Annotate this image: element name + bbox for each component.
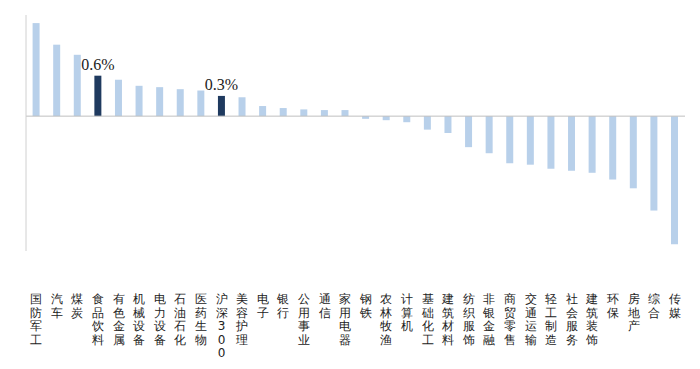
svg-text:石油石化: 石油石化 xyxy=(174,292,186,347)
svg-text:交通运输: 交通运输 xyxy=(525,292,537,347)
svg-text:医药生物: 医药生物 xyxy=(195,292,207,347)
svg-text:0.3%: 0.3% xyxy=(205,76,238,93)
svg-text:钢铁: 钢铁 xyxy=(359,292,372,320)
svg-text:沪深300: 沪深300 xyxy=(216,292,228,360)
svg-text:家用电器: 家用电器 xyxy=(339,292,351,347)
svg-text:0.6%: 0.6% xyxy=(81,56,114,73)
svg-text:公用事业: 公用事业 xyxy=(298,292,310,347)
svg-text:社会服务: 社会服务 xyxy=(566,292,578,347)
svg-text:食品饮料: 食品饮料 xyxy=(91,292,104,347)
svg-text:电力设备: 电力设备 xyxy=(154,292,166,347)
svg-text:银行: 银行 xyxy=(276,292,289,320)
svg-text:国防军工: 国防军工 xyxy=(30,292,42,347)
svg-text:轻工制造: 轻工制造 xyxy=(545,292,557,347)
svg-text:综合: 综合 xyxy=(648,292,660,320)
svg-text:机械设备: 机械设备 xyxy=(133,292,145,347)
svg-text:建筑装饰: 建筑装饰 xyxy=(585,292,598,347)
svg-text:房地产: 房地产 xyxy=(627,292,640,333)
svg-text:环保: 环保 xyxy=(607,292,619,320)
svg-text:通信: 通信 xyxy=(319,292,331,320)
svg-text:煤炭: 煤炭 xyxy=(71,292,83,320)
svg-text:商贸零售: 商贸零售 xyxy=(504,292,516,347)
svg-text:基础化工: 基础化工 xyxy=(421,292,434,347)
svg-text:电子: 电子 xyxy=(257,292,269,320)
svg-text:建筑材料: 建筑材料 xyxy=(441,292,454,347)
svg-text:传媒: 传媒 xyxy=(669,292,681,320)
svg-text:农林牧渔: 农林牧渔 xyxy=(379,292,392,347)
svg-text:非银金融: 非银金融 xyxy=(482,292,495,347)
svg-text:美容护理: 美容护理 xyxy=(235,292,248,347)
svg-text:汽车: 汽车 xyxy=(51,292,63,320)
svg-text:有色金属: 有色金属 xyxy=(113,292,125,347)
svg-text:计算机: 计算机 xyxy=(401,292,413,333)
svg-text:纺织服饰: 纺织服饰 xyxy=(462,292,475,347)
